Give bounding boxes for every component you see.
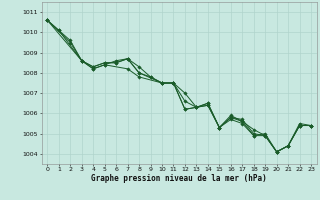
X-axis label: Graphe pression niveau de la mer (hPa): Graphe pression niveau de la mer (hPa) (91, 174, 267, 183)
